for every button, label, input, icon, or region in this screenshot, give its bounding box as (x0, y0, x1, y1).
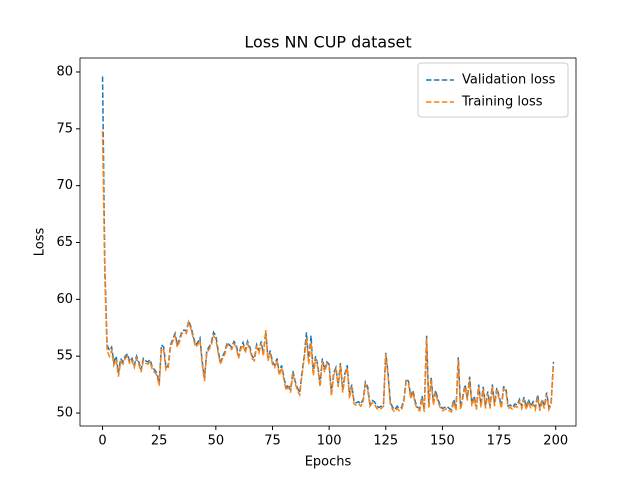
y-tick-label: 55 (56, 349, 73, 364)
x-tick-label: 200 (543, 434, 568, 449)
legend-label: Training loss (461, 95, 543, 110)
x-tick-label: 0 (98, 434, 106, 449)
legend-label: Validation loss (462, 73, 556, 88)
series-line (101, 76, 555, 411)
plot-frame (79, 57, 577, 427)
y-tick-label: 60 (56, 292, 73, 307)
y-tick-label: 65 (56, 235, 73, 250)
y-axis-label: Loss (33, 228, 48, 257)
y-tick-label: 75 (56, 121, 73, 136)
x-tick-label: 25 (151, 434, 168, 449)
series-line (101, 131, 555, 414)
y-tick-label: 50 (56, 406, 73, 421)
x-tick-label: 175 (487, 434, 512, 449)
x-tick-label: 125 (373, 434, 398, 449)
legend-box (417, 62, 569, 118)
x-tick-label: 50 (208, 434, 225, 449)
x-axis-label: Epochs (305, 455, 352, 470)
y-tick-label: 70 (56, 178, 73, 193)
x-tick-label: 100 (317, 434, 342, 449)
x-tick-label: 75 (264, 434, 281, 449)
chart-title: Loss NN CUP dataset (244, 33, 411, 52)
x-tick-label: 150 (430, 434, 455, 449)
y-tick-label: 80 (56, 64, 73, 79)
